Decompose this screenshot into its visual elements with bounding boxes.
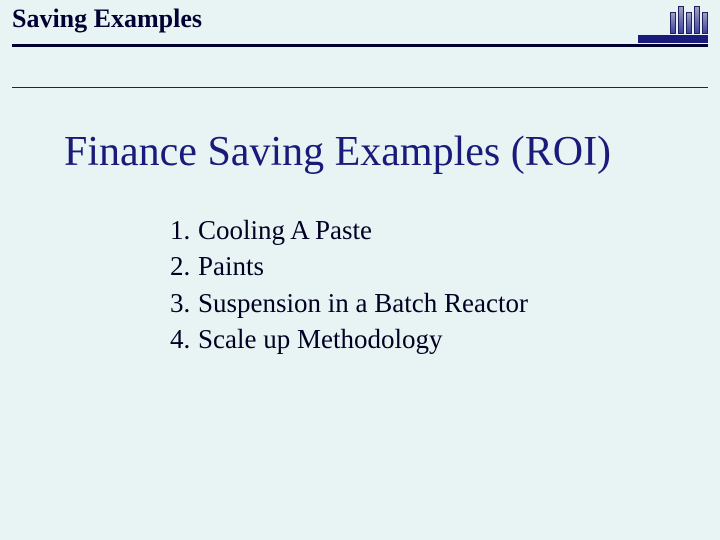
main-title: Finance Saving Examples (ROI)	[64, 128, 720, 176]
list-item-text: Paints	[198, 248, 264, 284]
list-item-number: 3.	[170, 285, 198, 321]
list-item-text: Cooling A Paste	[198, 212, 372, 248]
list-item: 2. Paints	[170, 248, 720, 284]
logo-icon	[638, 4, 708, 42]
header-rules	[0, 44, 720, 88]
logo-bars	[638, 4, 708, 34]
header-title: Saving Examples	[12, 4, 202, 34]
slide-header: Saving Examples	[0, 0, 720, 42]
list-item-number: 4.	[170, 321, 198, 357]
rule-thin	[12, 87, 708, 88]
list-item: 3. Suspension in a Batch Reactor	[170, 285, 720, 321]
logo-caption-bar	[638, 35, 708, 43]
list-item-number: 1.	[170, 212, 198, 248]
list-item-text: Suspension in a Batch Reactor	[198, 285, 528, 321]
list-item-text: Scale up Methodology	[198, 321, 442, 357]
list-item: 4. Scale up Methodology	[170, 321, 720, 357]
numbered-list: 1. Cooling A Paste 2. Paints 3. Suspensi…	[170, 212, 720, 358]
list-item: 1. Cooling A Paste	[170, 212, 720, 248]
rule-thick	[12, 44, 708, 47]
list-item-number: 2.	[170, 248, 198, 284]
